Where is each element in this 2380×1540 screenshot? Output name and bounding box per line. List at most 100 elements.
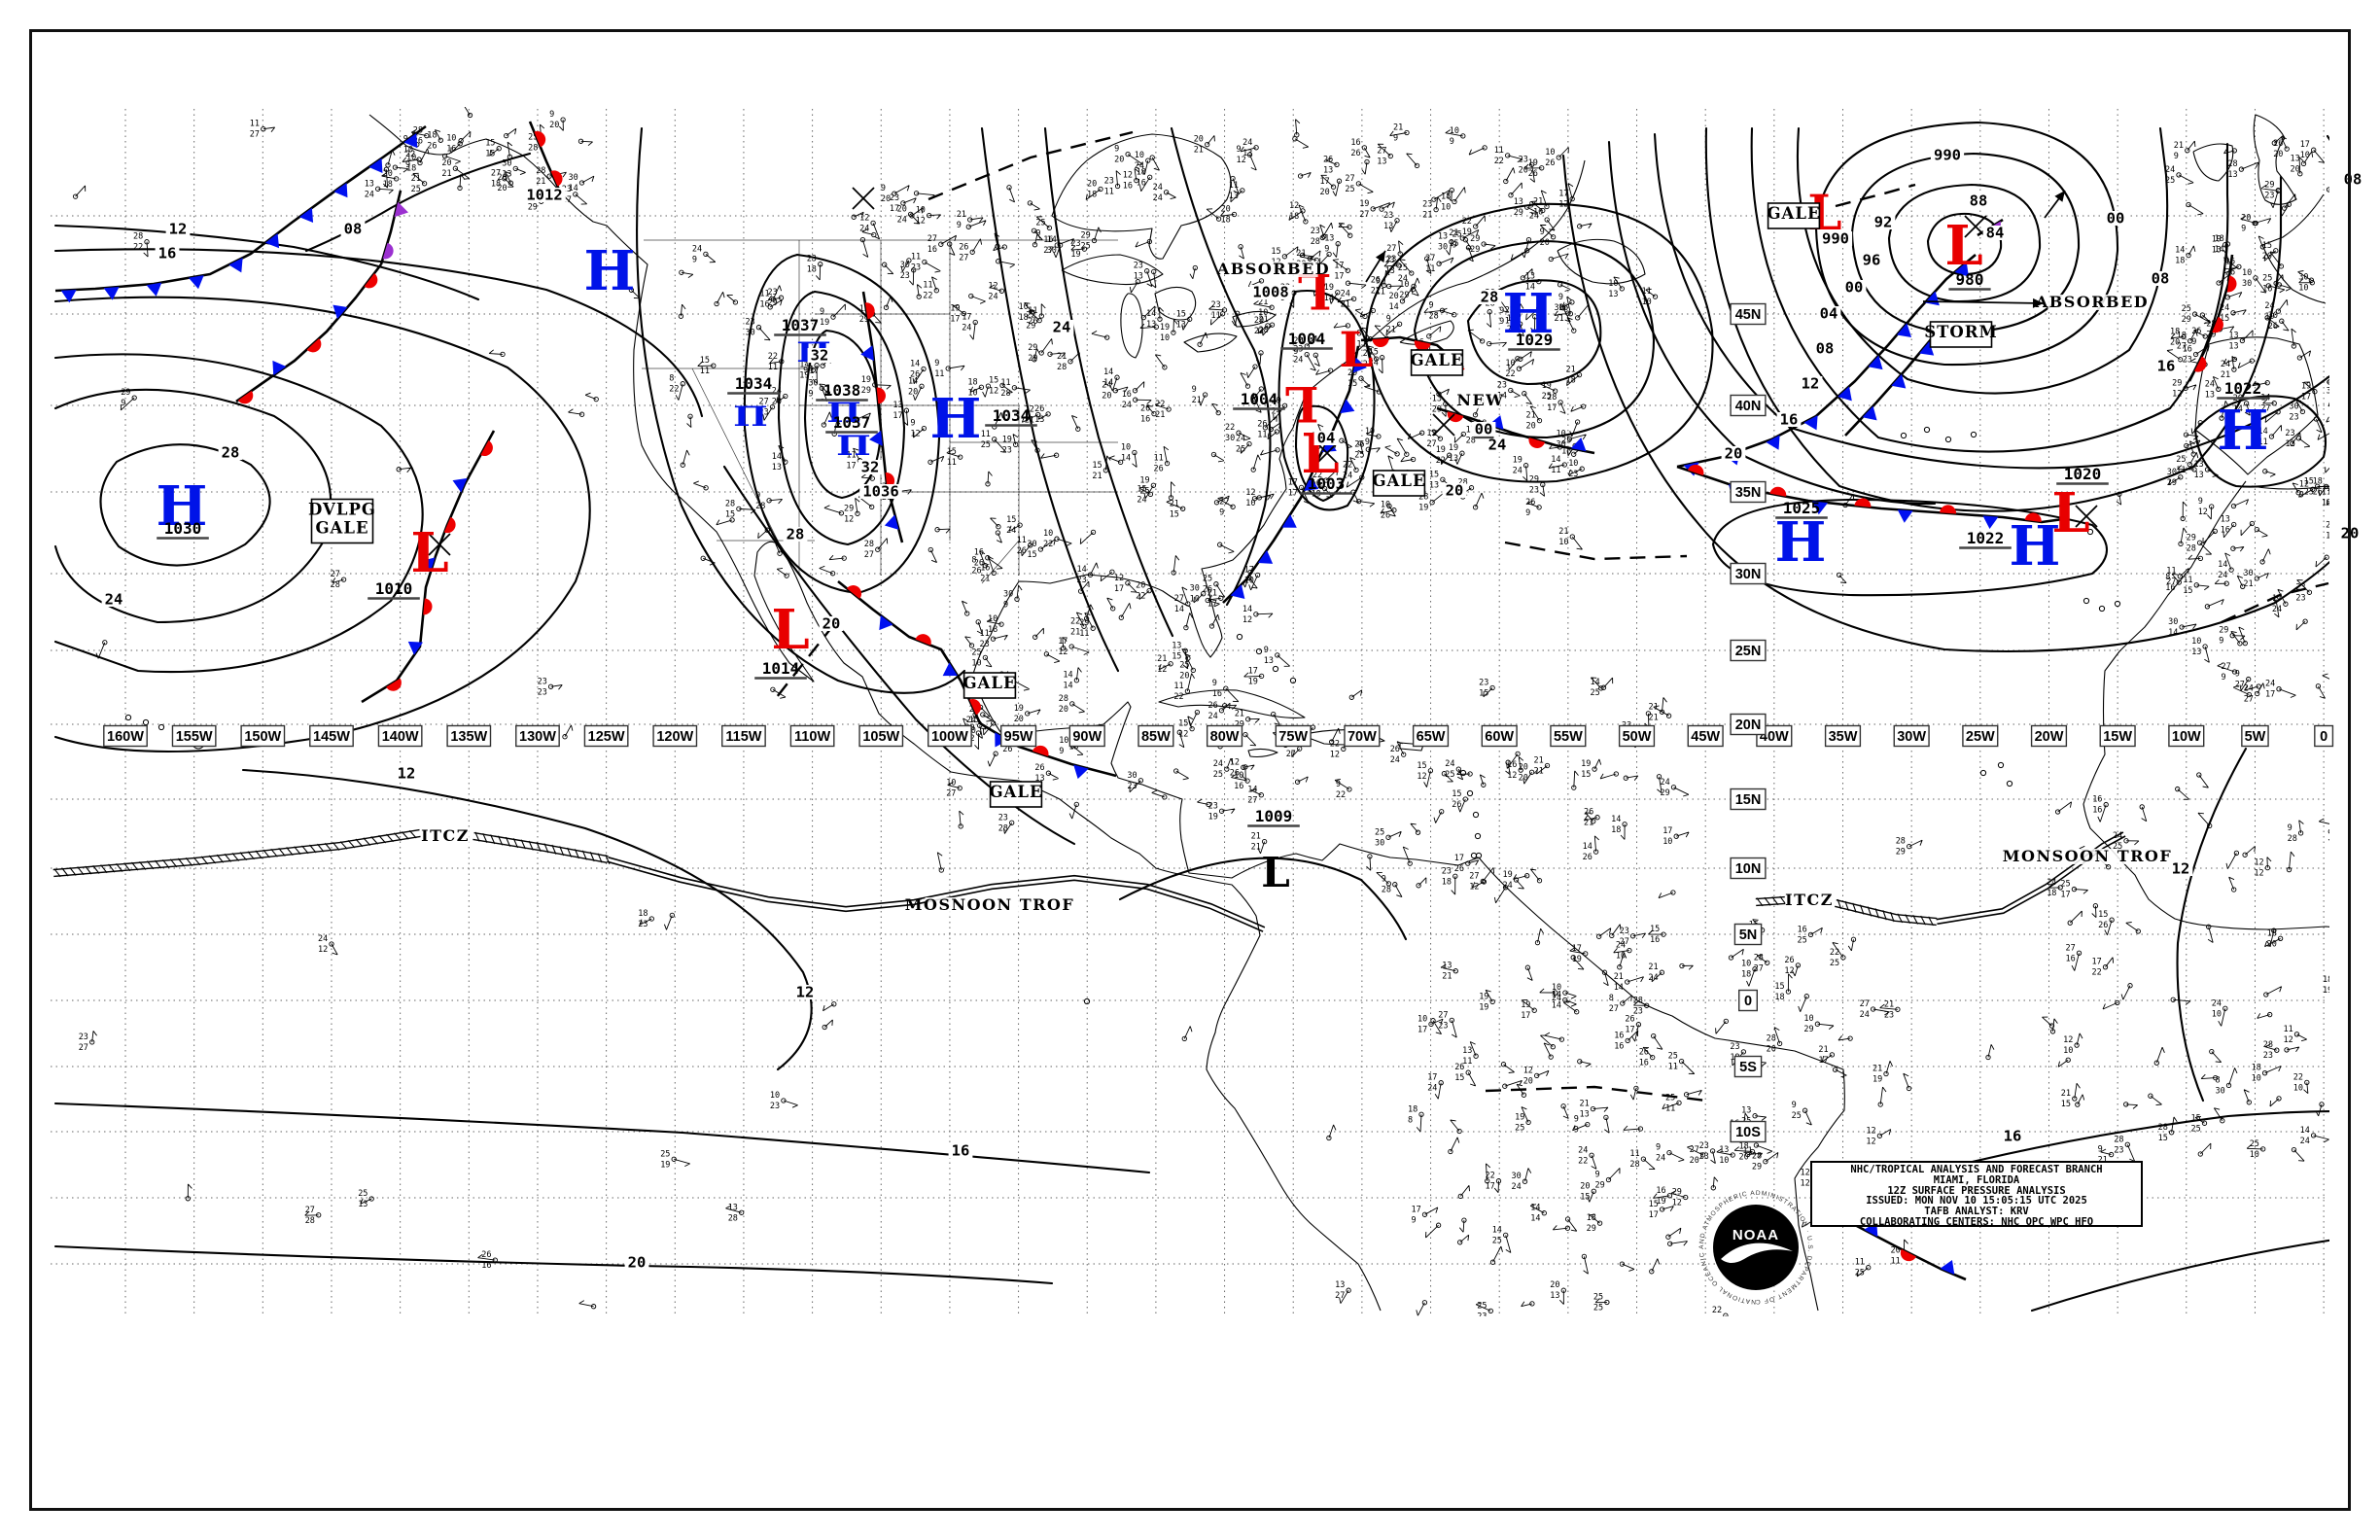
svg-text:26: 26 — [413, 137, 423, 147]
svg-text:5N: 5N — [1739, 928, 1758, 943]
svg-text:26: 26 — [1583, 853, 1592, 862]
svg-text:21: 21 — [1422, 211, 1432, 221]
svg-text:27: 27 — [1335, 1291, 1345, 1301]
svg-text:GALE: GALE — [962, 674, 1016, 692]
svg-text:10: 10 — [1418, 1014, 1427, 1024]
svg-text:23: 23 — [1127, 782, 1137, 791]
svg-text:26: 26 — [1230, 768, 1240, 778]
svg-text:13: 13 — [2221, 515, 2230, 525]
svg-text:30: 30 — [2167, 468, 2177, 477]
svg-text:26: 26 — [1381, 511, 1390, 521]
svg-text:9: 9 — [1412, 1215, 1417, 1225]
svg-text:25: 25 — [1179, 660, 1189, 670]
svg-text:15: 15 — [1581, 770, 1591, 780]
svg-text:30: 30 — [1190, 584, 1200, 594]
low-center-symbol: L — [2051, 481, 2089, 545]
svg-text:10: 10 — [2063, 1046, 2073, 1056]
svg-text:17: 17 — [2300, 140, 2310, 150]
grid-labels-layer: 160W 155W 150W 145W 140W 135W 130W 125W 120W 115W… — [103, 302, 2334, 1143]
svg-text:16: 16 — [1122, 390, 1132, 400]
svg-text:23: 23 — [2289, 412, 2298, 422]
svg-text:28: 28 — [1429, 311, 1439, 321]
svg-text:29: 29 — [859, 315, 869, 325]
svg-text:23: 23 — [1699, 1141, 1709, 1151]
svg-text:30: 30 — [808, 378, 818, 388]
svg-text:19: 19 — [1248, 677, 1258, 686]
isobar-label: 08 — [1816, 340, 1835, 358]
svg-text:11: 11 — [1462, 1057, 1472, 1067]
longitude-label-35W — [1824, 724, 1862, 748]
longitude-label-15W — [2099, 724, 2136, 748]
svg-text:19: 19 — [1572, 955, 1582, 964]
svg-text:13: 13 — [2194, 471, 2204, 480]
svg-text:11: 11 — [1376, 287, 1385, 297]
svg-text:23: 23 — [562, 185, 572, 194]
svg-text:30: 30 — [2243, 569, 2253, 578]
warning-box-dvlpg-gale — [310, 498, 374, 544]
svg-text:14: 14 — [2350, 410, 2360, 420]
svg-text:11: 11 — [1494, 146, 1504, 156]
svg-text:19: 19 — [1436, 445, 1446, 455]
svg-text:10: 10 — [1441, 203, 1451, 213]
svg-text:20: 20 — [2170, 338, 2180, 348]
svg-text:9: 9 — [1499, 317, 1504, 327]
svg-text:9: 9 — [2219, 637, 2223, 647]
isobar-label: 24 — [1488, 437, 1507, 454]
low-center-symbol: L — [1944, 214, 1982, 278]
isobar-label: 04 — [1317, 430, 1336, 447]
svg-text:17: 17 — [1114, 584, 1124, 594]
svg-text:11: 11 — [700, 367, 710, 376]
svg-text:150W: 150W — [244, 729, 281, 745]
svg-text:21: 21 — [1258, 298, 1268, 307]
svg-text:18: 18 — [967, 377, 977, 387]
svg-text:13: 13 — [1438, 232, 1448, 242]
svg-text:28: 28 — [998, 823, 1008, 833]
svg-text:21: 21 — [1580, 1100, 1590, 1109]
latitude-label-5S — [1733, 1055, 1763, 1078]
svg-text:10: 10 — [1568, 459, 1578, 469]
svg-text:24: 24 — [966, 716, 976, 725]
svg-text:15: 15 — [2061, 1100, 2071, 1109]
svg-text:25: 25 — [1665, 1093, 1675, 1102]
svg-text:13: 13 — [2194, 460, 2204, 470]
svg-text:27: 27 — [1174, 594, 1184, 604]
pressure-value: 1022 — [1967, 529, 2005, 547]
svg-text:18: 18 — [988, 625, 998, 635]
svg-text:155W: 155W — [176, 729, 213, 745]
svg-text:24: 24 — [1512, 1182, 1522, 1192]
svg-text:14: 14 — [1146, 309, 1156, 319]
latitude-label-0 — [1737, 989, 1758, 1012]
svg-text:11: 11 — [1356, 340, 1366, 350]
svg-text:25: 25 — [1081, 242, 1091, 252]
svg-text:27: 27 — [946, 789, 956, 799]
svg-text:14: 14 — [1047, 235, 1057, 245]
svg-text:20: 20 — [2356, 625, 2365, 635]
low-center-symbol: L — [1339, 321, 1373, 378]
svg-text:25: 25 — [1668, 1052, 1678, 1062]
svg-text:23: 23 — [768, 288, 778, 298]
svg-text:25: 25 — [1542, 392, 1552, 402]
svg-text:23: 23 — [980, 640, 990, 649]
svg-text:25: 25 — [1375, 827, 1384, 837]
svg-text:14: 14 — [1121, 454, 1131, 464]
svg-text:23: 23 — [1477, 1312, 1487, 1321]
svg-text:100W: 100W — [931, 729, 968, 745]
svg-text:17: 17 — [1649, 1210, 1659, 1220]
svg-text:18: 18 — [2170, 328, 2180, 337]
svg-text:22: 22 — [1155, 400, 1165, 409]
warning-box-gale — [1410, 349, 1464, 376]
longitude-label-155W — [171, 724, 217, 748]
svg-text:9: 9 — [2191, 337, 2196, 347]
pressure-value: 1009 — [1255, 807, 1293, 825]
low-center-symbol: L — [1261, 849, 1290, 896]
svg-text:21: 21 — [1192, 396, 1202, 405]
svg-text:22: 22 — [669, 385, 679, 395]
svg-text:15: 15 — [2358, 273, 2367, 283]
svg-text:11: 11 — [2176, 466, 2186, 475]
annotation-absorbed: ABSORBED — [1216, 260, 1330, 278]
latitude-label-10S — [1730, 1120, 1767, 1143]
svg-text:13: 13 — [1719, 1145, 1729, 1155]
svg-text:16: 16 — [1212, 689, 1222, 699]
svg-text:20: 20 — [1739, 1153, 1749, 1163]
svg-text:18: 18 — [1442, 877, 1452, 887]
